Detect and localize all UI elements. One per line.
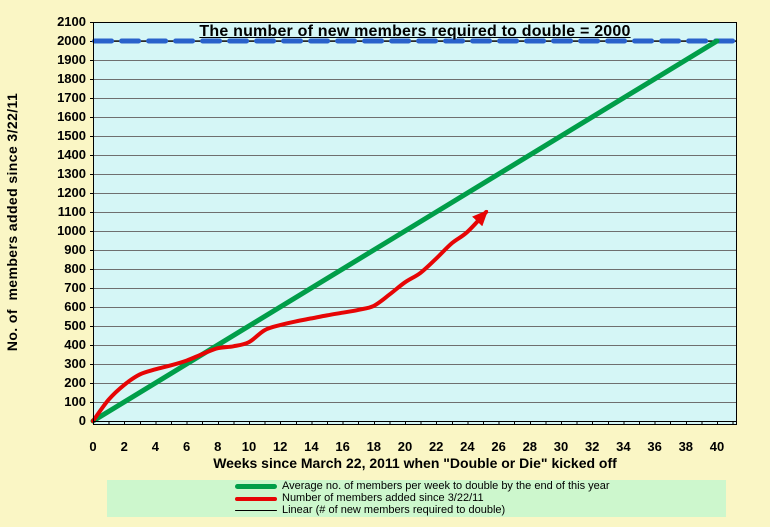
x-tick-label-12: 12 bbox=[272, 439, 288, 454]
legend-item-0: Average no. of members per week to doubl… bbox=[235, 481, 726, 492]
chart-title: The number of new members required to do… bbox=[199, 23, 631, 40]
x-tick-label-38: 38 bbox=[678, 439, 694, 454]
y-tick-label-1900: 1900 bbox=[57, 52, 86, 67]
y-tick-label-0: 0 bbox=[78, 413, 86, 428]
y-tick-label-1500: 1500 bbox=[57, 128, 86, 143]
y-tick-label-1300: 1300 bbox=[57, 166, 86, 181]
x-tick-label-8: 8 bbox=[214, 439, 222, 454]
y-tick-label-1400: 1400 bbox=[57, 147, 86, 162]
y-axis-title: No. of members added since 3/22/11 bbox=[4, 92, 20, 352]
legend: Average no. of members per week to doubl… bbox=[107, 480, 726, 517]
x-tick-label-30: 30 bbox=[553, 439, 569, 454]
legend-line-sample-1 bbox=[235, 496, 277, 501]
x-tick-label-14: 14 bbox=[304, 439, 319, 454]
x-tick-label-24: 24 bbox=[460, 439, 475, 454]
legend-item-2: Linear (# of new members required to dou… bbox=[235, 505, 726, 516]
y-tick-label-2100: 2100 bbox=[57, 14, 86, 29]
x-tick-label-32: 32 bbox=[584, 439, 600, 454]
x-tick-label-10: 10 bbox=[241, 439, 257, 454]
y-tick-label-600: 600 bbox=[64, 299, 86, 314]
y-tick-label-100: 100 bbox=[64, 394, 86, 409]
y-tick-label-1800: 1800 bbox=[57, 71, 86, 86]
y-tick-label-1700: 1700 bbox=[57, 90, 86, 105]
x-tick-label-34: 34 bbox=[616, 439, 631, 454]
x-tick-label-28: 28 bbox=[522, 439, 538, 454]
y-tick-label-300: 300 bbox=[64, 356, 86, 371]
y-tick-label-700: 700 bbox=[64, 280, 86, 295]
gridlines bbox=[93, 22, 737, 403]
x-tick-label-36: 36 bbox=[647, 439, 662, 454]
x-tick-label-26: 26 bbox=[491, 439, 506, 454]
plot-border bbox=[93, 22, 737, 425]
y-tick-label-800: 800 bbox=[64, 261, 86, 276]
x-tick-label-6: 6 bbox=[182, 439, 191, 454]
legend-item-1: Number of members added since 3/22/11 bbox=[235, 493, 726, 504]
legend-line-sample-0 bbox=[235, 484, 277, 489]
x-tick-label-4: 4 bbox=[151, 439, 159, 454]
y-tick-label-200: 200 bbox=[64, 375, 86, 390]
x-tick-label-18: 18 bbox=[366, 439, 382, 454]
y-tick-label-2000: 2000 bbox=[57, 33, 86, 48]
x-axis-title: Weeks since March 22, 2011 when "Double … bbox=[213, 455, 617, 471]
y-tick-label-900: 900 bbox=[64, 242, 86, 257]
x-tick-label-40: 40 bbox=[709, 439, 725, 454]
x-tick-label-0: 0 bbox=[89, 439, 97, 454]
legend-line-sample-2 bbox=[235, 510, 277, 511]
legend-label-1: Number of members added since 3/22/11 bbox=[282, 492, 484, 504]
y-tick-label-1600: 1600 bbox=[57, 109, 86, 124]
y-tick-label-1000: 1000 bbox=[57, 223, 86, 238]
y-tick-label-400: 400 bbox=[64, 337, 86, 352]
x-tick-label-22: 22 bbox=[428, 439, 444, 454]
x-tick-label-20: 20 bbox=[397, 439, 413, 454]
x-tick-label-16: 16 bbox=[335, 439, 350, 454]
legend-label-2: Linear (# of new members required to dou… bbox=[282, 504, 506, 516]
y-tick-label-500: 500 bbox=[64, 318, 86, 333]
x-tick-label-2: 2 bbox=[120, 439, 128, 454]
y-tick-label-1100: 1100 bbox=[57, 204, 86, 219]
legend-label-0: Average no. of members per week to doubl… bbox=[282, 480, 610, 492]
series-actual-red-line bbox=[91, 209, 489, 423]
plot-area bbox=[90, 22, 737, 425]
y-tick-label-1200: 1200 bbox=[57, 185, 86, 200]
